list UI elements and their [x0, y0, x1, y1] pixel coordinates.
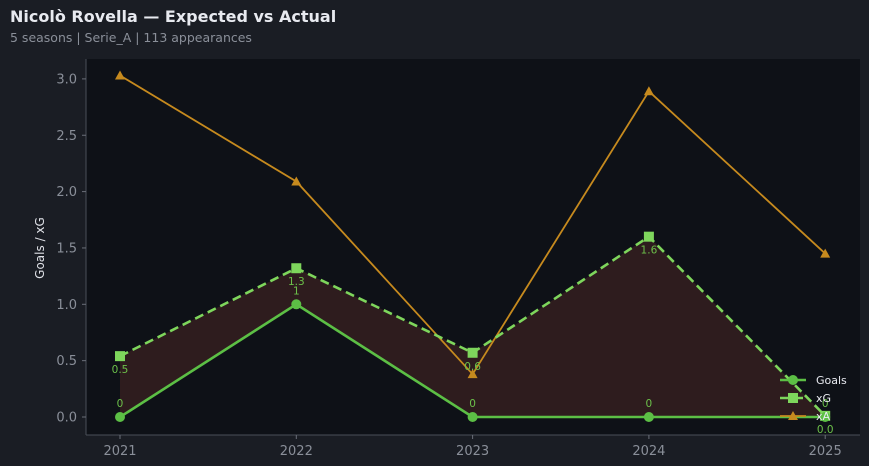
xg-data-label: 0.5 — [112, 364, 129, 376]
goals-marker — [467, 412, 478, 422]
goals-data-label: 0 — [117, 398, 124, 410]
y-tick-label: 1.0 — [56, 298, 77, 313]
xg-marker — [291, 263, 302, 274]
xg-marker — [467, 347, 478, 358]
xg-data-label: 1.3 — [288, 276, 305, 288]
goals-marker — [820, 412, 831, 422]
xa-marker — [820, 248, 831, 258]
xa-marker — [291, 176, 302, 186]
xa-marker — [115, 70, 125, 80]
goals-marker — [643, 412, 654, 422]
y-axis-label: Goals / xG — [33, 217, 47, 279]
xa-marker — [467, 369, 478, 379]
y-tick-label: 2.5 — [56, 129, 77, 144]
legend-label-xg: xG — [816, 392, 831, 405]
y-tick-label: 0.5 — [56, 354, 77, 369]
xg-data-label: 0.0 — [817, 424, 834, 436]
goals-data-label: 1 — [293, 285, 300, 297]
y-tick-label: 1.5 — [56, 241, 77, 256]
xg-data-label: 1.6 — [641, 245, 658, 257]
goals-data-label: 0 — [646, 398, 653, 410]
legend-goals-marker — [788, 375, 798, 385]
y-tick-label: 0.0 — [56, 411, 77, 426]
x-tick-label: 2023 — [456, 444, 489, 459]
goals-data-label: 0 — [469, 398, 476, 410]
goals-data-label: 0 — [822, 398, 829, 410]
legend-xg-marker — [788, 393, 798, 403]
xg-marker — [643, 231, 654, 242]
xa-marker — [643, 86, 654, 96]
legend-label-goals: Goals — [816, 374, 847, 387]
x-tick-label: 2022 — [280, 444, 313, 459]
x-tick-label: 2024 — [632, 444, 665, 459]
y-tick-label: 2.0 — [56, 185, 77, 200]
legend-label-xa: xA — [816, 410, 831, 423]
xg-marker — [115, 351, 125, 362]
goals-marker — [115, 412, 125, 422]
y-tick-label: 3.0 — [56, 72, 77, 87]
chart-title: Nicolò Rovella — Expected vs Actual — [10, 7, 337, 26]
chart-subtitle: 5 seasons | Serie_A | 113 appearances — [10, 30, 252, 45]
legend-xa-marker — [788, 411, 798, 420]
xg-gap-fill — [120, 236, 826, 417]
goals-marker — [291, 299, 302, 310]
x-tick-label: 2025 — [809, 444, 842, 459]
xg-data-label: 0.6 — [464, 361, 481, 373]
x-tick-label: 2021 — [103, 444, 136, 459]
